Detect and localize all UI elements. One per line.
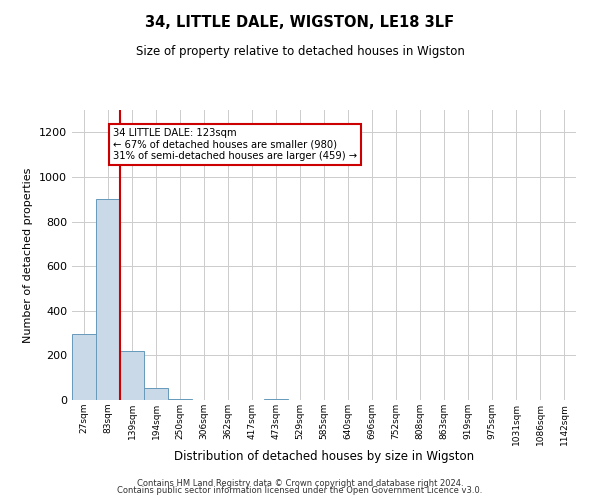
- Text: 34, LITTLE DALE, WIGSTON, LE18 3LF: 34, LITTLE DALE, WIGSTON, LE18 3LF: [145, 15, 455, 30]
- Text: Contains HM Land Registry data © Crown copyright and database right 2024.: Contains HM Land Registry data © Crown c…: [137, 478, 463, 488]
- X-axis label: Distribution of detached houses by size in Wigston: Distribution of detached houses by size …: [174, 450, 474, 464]
- Bar: [168, 399, 192, 400]
- Text: Size of property relative to detached houses in Wigston: Size of property relative to detached ho…: [136, 45, 464, 58]
- Bar: [120, 351, 144, 400]
- Bar: [264, 399, 288, 400]
- Bar: [72, 334, 96, 400]
- Bar: [144, 388, 168, 400]
- Text: Contains public sector information licensed under the Open Government Licence v3: Contains public sector information licen…: [118, 486, 482, 495]
- Y-axis label: Number of detached properties: Number of detached properties: [23, 168, 34, 342]
- Text: 34 LITTLE DALE: 123sqm
← 67% of detached houses are smaller (980)
31% of semi-de: 34 LITTLE DALE: 123sqm ← 67% of detached…: [113, 128, 357, 161]
- Bar: [96, 199, 120, 400]
